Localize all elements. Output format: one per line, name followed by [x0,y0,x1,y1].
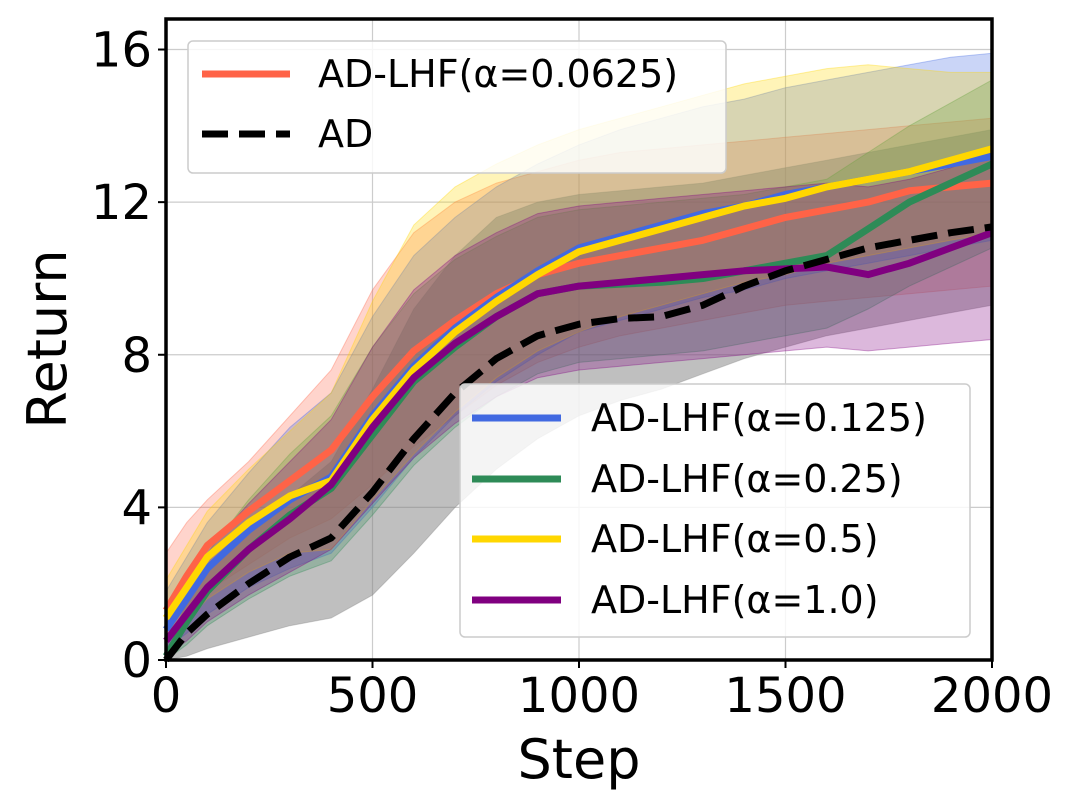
line-AD-LHF(α=0.5) [163,145,993,620]
y-axis-title: Return [16,249,79,428]
legend-lower-right: AD-LHF(α=0.125) AD-LHF(α=0.25) AD-LHF(α=0.… [459,383,971,638]
x-tick-label: 0 [151,668,182,724]
y-tick-label: 0 [121,633,152,689]
axis-ticks: 0 500 1000 1500 2000 0 4 8 12 16 [91,23,1053,724]
legend-label: AD-LHF(α=0.25) [591,457,903,501]
x-axis-title: Step [518,728,641,791]
legend-label: AD-LHF(α=0.5) [591,517,879,561]
y-tick-label: 8 [121,328,152,384]
legend-label: AD-LHF(α=0.125) [591,396,927,440]
legends: AD-LHF(α=0.0625)ADAD-LHF(α=0.125)AD-LHF(… [187,40,971,638]
line-AD-LHF(α=1.0) [163,229,994,644]
legend-box [459,383,971,638]
x-tick-label: 2000 [931,668,1053,724]
x-tick-label: 500 [327,668,419,724]
y-tick-label: 4 [121,480,152,536]
legend-box [187,40,727,174]
legend-label: AD-LHF(α=1.0) [591,578,879,622]
y-tick-label: 16 [91,23,152,79]
legend-label: AD-LHF(α=0.0625) [318,52,678,96]
line-AD [163,223,993,663]
x-tick-label: 1500 [724,668,846,724]
legend-label: AD [318,112,373,156]
line-AD-LHF(α=0.0625) [163,179,993,613]
y-tick-label: 12 [91,175,152,231]
legend-top-left: AD-LHF(α=0.0625) AD [187,40,727,174]
x-tick-label: 1000 [518,668,640,724]
series-lines [163,145,994,663]
